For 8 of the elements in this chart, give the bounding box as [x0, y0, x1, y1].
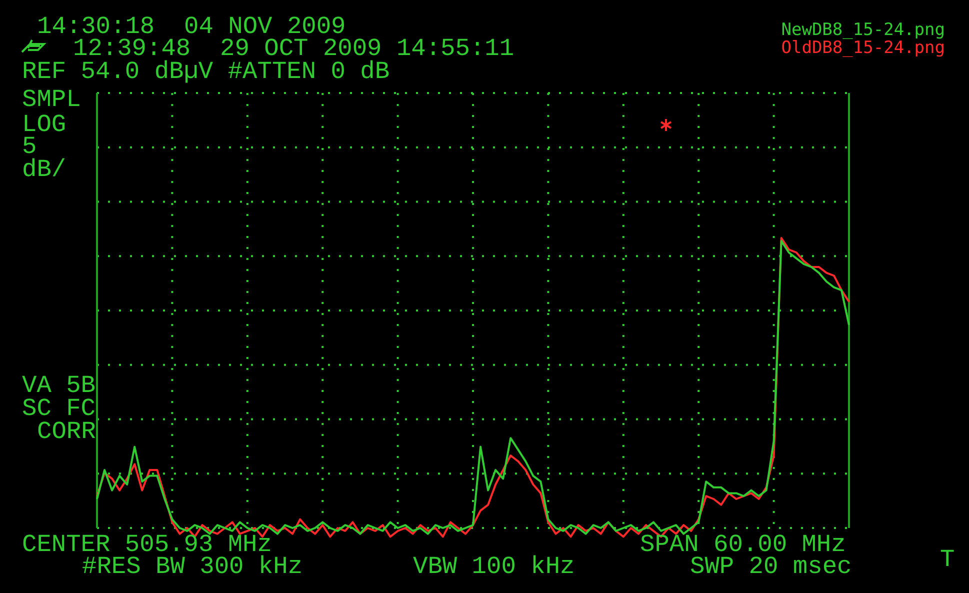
text: OldDB8_15-24.png [781, 38, 945, 58]
text: VBW 100 kHz [413, 554, 575, 581]
text: NewDB8_15-24.png [781, 20, 945, 40]
text: #RES BW 300 kHz [82, 554, 303, 581]
text: SWP 20 msec [690, 554, 852, 581]
text: dB/ [22, 157, 66, 184]
text: T [940, 547, 955, 574]
text: SMPL [22, 87, 81, 114]
